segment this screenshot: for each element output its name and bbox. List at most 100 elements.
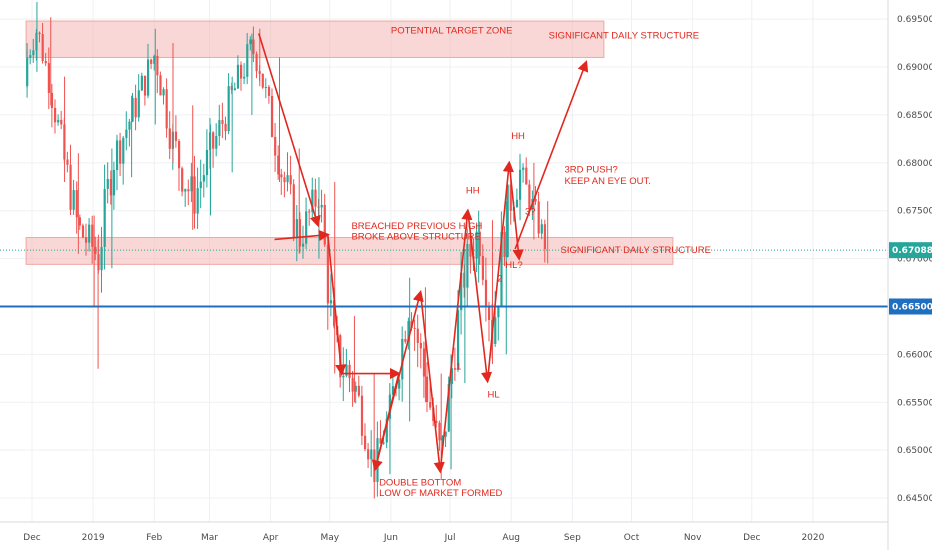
x-tick-label: 2019 bbox=[82, 533, 105, 543]
candle-body bbox=[500, 231, 503, 306]
candle-body bbox=[357, 385, 360, 396]
candle-body bbox=[168, 128, 171, 149]
trend-arrow bbox=[374, 289, 424, 470]
zones-layer bbox=[25, 20, 674, 265]
annotation-label: HH bbox=[466, 185, 480, 196]
trend-arrow bbox=[439, 208, 473, 472]
candle-body bbox=[286, 175, 289, 183]
candle-body bbox=[292, 184, 295, 238]
candle-body bbox=[363, 435, 367, 450]
candle-body bbox=[128, 121, 131, 130]
candle-body bbox=[215, 135, 218, 149]
candle-body bbox=[233, 88, 236, 91]
candle-body bbox=[69, 164, 72, 210]
candle-body bbox=[131, 97, 134, 122]
candle-body bbox=[50, 92, 54, 108]
candle-body bbox=[264, 86, 267, 88]
annotation-label: HL? bbox=[505, 260, 522, 271]
annotation-label: POTENTIAL TARGET ZONE bbox=[391, 26, 513, 37]
candle-body bbox=[193, 176, 196, 214]
candle-body bbox=[221, 120, 224, 124]
candle-body bbox=[187, 189, 190, 192]
candle-body bbox=[212, 132, 215, 149]
candle-body bbox=[137, 90, 140, 118]
trend-arrow bbox=[486, 160, 514, 382]
y-tick-label: 0.69000 bbox=[897, 63, 932, 73]
candle-body bbox=[57, 119, 60, 123]
candle-body bbox=[354, 385, 357, 392]
annotation-label: 2 bbox=[497, 274, 502, 285]
candle-body bbox=[487, 307, 491, 320]
candle-body bbox=[106, 179, 109, 189]
candle-body bbox=[475, 231, 478, 259]
y-tick-label: 0.68000 bbox=[897, 159, 932, 169]
candle-body bbox=[429, 401, 432, 408]
candle-body bbox=[261, 73, 264, 88]
x-tick-label: Jun bbox=[383, 533, 398, 543]
candle-body bbox=[94, 246, 97, 255]
candle-body bbox=[140, 75, 143, 91]
candle-body bbox=[444, 431, 447, 437]
candle-body bbox=[249, 39, 252, 45]
candle-body bbox=[196, 188, 199, 214]
current-price-label: 0.67088 bbox=[892, 246, 932, 256]
candle-body bbox=[224, 123, 227, 132]
candle-body bbox=[478, 231, 481, 257]
candle-body bbox=[32, 50, 35, 56]
candle-body bbox=[146, 59, 150, 96]
candle-body bbox=[497, 305, 500, 318]
candle-body bbox=[416, 328, 419, 343]
candle-body bbox=[109, 179, 112, 196]
candle-body bbox=[205, 149, 209, 176]
candle-body bbox=[246, 44, 249, 77]
candle-body bbox=[382, 442, 385, 444]
candle-body bbox=[438, 422, 441, 441]
candle-body bbox=[38, 32, 41, 35]
candle-body bbox=[236, 64, 240, 89]
candle-body bbox=[100, 246, 103, 271]
candle-body bbox=[305, 211, 308, 244]
candle-body bbox=[115, 140, 119, 170]
annotation-label: SIGNIFICANT DAILY STRUCTURE bbox=[549, 30, 699, 41]
x-tick-label: Sep bbox=[564, 533, 581, 543]
candle-body bbox=[379, 438, 382, 444]
candle-body bbox=[481, 256, 484, 280]
candle-body bbox=[506, 184, 509, 257]
y-tick-label: 0.67000 bbox=[897, 255, 932, 265]
candle-body bbox=[360, 395, 364, 436]
candle-body bbox=[239, 64, 243, 79]
candle-body bbox=[469, 243, 472, 257]
candle-body bbox=[401, 338, 404, 380]
candle-body bbox=[308, 211, 311, 213]
x-tick-label: Oct bbox=[624, 533, 640, 543]
candle-body bbox=[528, 184, 531, 209]
candle-body bbox=[72, 190, 75, 210]
annotation-label: KEEP AN EYE OUT. bbox=[564, 176, 650, 187]
x-tick-label: Apr bbox=[263, 533, 279, 543]
y-tick-label: 0.65500 bbox=[897, 398, 932, 408]
candle-body bbox=[274, 136, 277, 156]
candle-body bbox=[162, 89, 165, 96]
candle-body bbox=[332, 300, 336, 326]
candle-body bbox=[450, 368, 453, 384]
x-tick-label: May bbox=[320, 533, 339, 543]
candle-body bbox=[218, 120, 221, 136]
candle-body bbox=[47, 63, 50, 93]
trend-arrow bbox=[258, 33, 321, 228]
trend-arrow bbox=[514, 60, 589, 250]
candle-body bbox=[289, 175, 292, 185]
candle-body bbox=[153, 55, 156, 64]
candle-body bbox=[367, 449, 370, 460]
candle-body bbox=[385, 418, 388, 443]
candle-body bbox=[441, 436, 444, 441]
y-tick-label: 0.64500 bbox=[897, 494, 932, 504]
structure-zone bbox=[25, 20, 605, 58]
x-tick-label: Jul bbox=[444, 533, 456, 543]
candle-body bbox=[159, 75, 162, 96]
candle-body bbox=[88, 224, 91, 243]
annotation-label: BREACHED PREVIOUS HIGH bbox=[351, 221, 482, 232]
candle-body bbox=[44, 61, 47, 64]
candle-body bbox=[255, 53, 258, 72]
candle-body bbox=[515, 199, 519, 208]
